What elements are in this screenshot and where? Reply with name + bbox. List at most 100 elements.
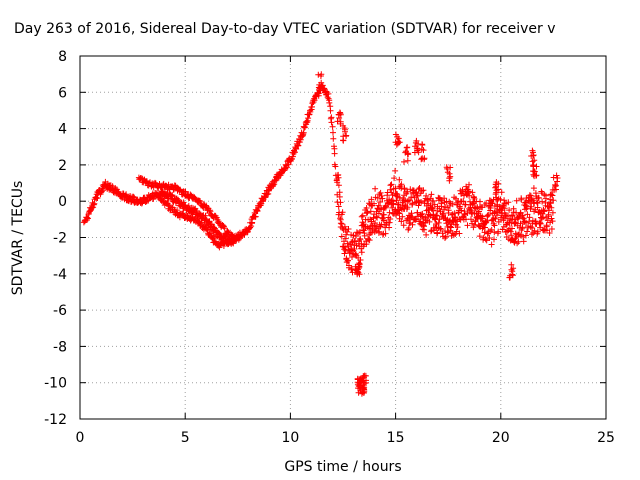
- data-point: [485, 230, 492, 237]
- data-point: [207, 208, 214, 215]
- data-point: [540, 207, 547, 213]
- data-point: [439, 210, 446, 217]
- data-point: [300, 129, 307, 136]
- data-point: [507, 228, 514, 235]
- data-point: [351, 246, 358, 252]
- data-point: [428, 191, 435, 198]
- data-point: [411, 216, 418, 223]
- data-point: [413, 189, 420, 195]
- y-tick-label: -8: [53, 339, 67, 355]
- data-point: [550, 197, 557, 204]
- data-point: [393, 197, 400, 204]
- data-point: [340, 137, 346, 144]
- data-point: [456, 230, 463, 237]
- data-point: [545, 211, 552, 218]
- data-point: [511, 216, 518, 223]
- data-point: [541, 191, 548, 198]
- data-point: [336, 189, 343, 196]
- y-tick-label: -12: [44, 412, 67, 428]
- data-point: [318, 71, 325, 78]
- data-point: [340, 243, 347, 250]
- data-point: [449, 230, 456, 237]
- data-point: [407, 212, 414, 219]
- data-point: [388, 189, 395, 196]
- data-point: [389, 192, 396, 199]
- data-point: [522, 199, 528, 206]
- data-point: [478, 204, 485, 211]
- data-point: [378, 192, 385, 199]
- data-point: [458, 207, 465, 214]
- data-point: [387, 216, 394, 222]
- x-tick-label: 0: [76, 430, 85, 446]
- data-point: [487, 197, 494, 204]
- data-point: [528, 195, 535, 202]
- data-point: [438, 226, 444, 233]
- data-point: [349, 269, 356, 276]
- data-point: [339, 209, 346, 216]
- data-point: [503, 213, 510, 220]
- data-point: [342, 126, 348, 133]
- data-point: [396, 194, 403, 201]
- data-point: [407, 219, 414, 226]
- data-point: [315, 84, 322, 91]
- data-point: [444, 165, 451, 172]
- data-point: [484, 213, 491, 220]
- data-point: [372, 225, 379, 232]
- data-point: [408, 213, 415, 220]
- data-point: [358, 249, 365, 256]
- data-point: [423, 231, 430, 238]
- data-point: [499, 210, 506, 217]
- data-point: [400, 222, 407, 229]
- data-point: [526, 218, 533, 225]
- data-point: [474, 215, 481, 222]
- data-point: [220, 243, 227, 249]
- x-tick-label: 20: [492, 430, 510, 446]
- data-point: [84, 215, 91, 222]
- data-point: [331, 150, 338, 157]
- data-point: [387, 182, 394, 189]
- data-point: [447, 200, 454, 207]
- data-point: [549, 209, 556, 216]
- data-point: [548, 226, 555, 232]
- data-point: [398, 218, 405, 225]
- data-point: [380, 211, 387, 218]
- data-point: [90, 201, 97, 208]
- data-point: [488, 241, 495, 248]
- data-point: [455, 198, 462, 205]
- data-point: [476, 233, 483, 240]
- data-point: [346, 264, 352, 271]
- data-point: [442, 233, 449, 240]
- data-point: [363, 210, 370, 217]
- data-point: [493, 189, 500, 196]
- data-point: [461, 208, 468, 215]
- data-point: [337, 199, 344, 206]
- data-point: [398, 206, 405, 213]
- data-point: [415, 213, 421, 220]
- data-point: [546, 230, 553, 236]
- data-point: [413, 137, 420, 144]
- data-point: [385, 219, 392, 226]
- data-point: [348, 239, 355, 246]
- data-point: [520, 238, 527, 245]
- data-point: [404, 198, 411, 205]
- data-point: [254, 208, 261, 214]
- data-point: [303, 118, 310, 125]
- data-point: [363, 241, 370, 248]
- data-point: [389, 204, 396, 211]
- data-point: [353, 252, 360, 259]
- data-point: [335, 203, 342, 210]
- data-point: [376, 228, 383, 235]
- data-point: [431, 201, 438, 208]
- data-point: [189, 213, 196, 220]
- data-point: [418, 199, 425, 205]
- data-point: [419, 155, 426, 162]
- data-point: [401, 158, 407, 165]
- data-point: [202, 215, 209, 222]
- x-axis-label: GPS time / hours: [284, 459, 401, 475]
- data-point: [510, 209, 517, 216]
- data-point: [408, 194, 415, 201]
- data-point: [446, 175, 453, 182]
- axis-ticks: 0 5 10 15 20 25 -12 -10 -8 -6 -4 -2 0 2 4 6 8: [44, 49, 615, 446]
- data-point: [404, 144, 411, 151]
- data-point: [329, 123, 336, 130]
